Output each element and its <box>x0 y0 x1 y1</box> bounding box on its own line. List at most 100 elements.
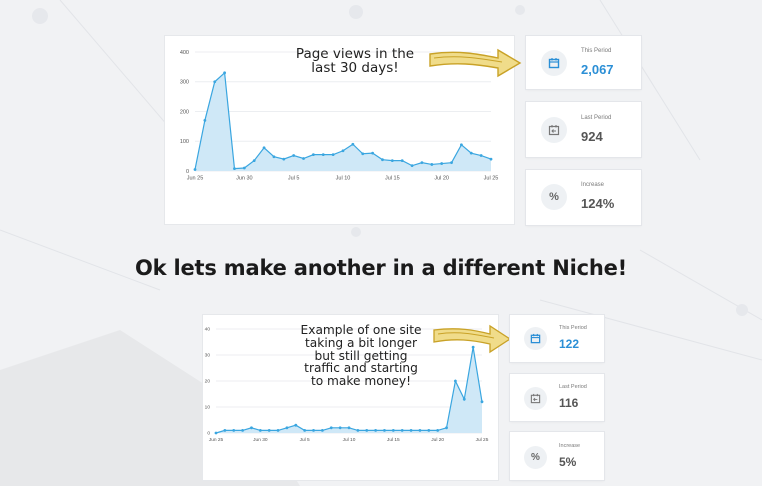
data-point <box>351 142 355 146</box>
stat-value: 924 <box>581 129 603 144</box>
x-tick-label: Jul 20 <box>431 437 444 443</box>
percent-icon: % <box>541 184 567 210</box>
data-point <box>321 153 325 157</box>
x-tick-label: Jul 20 <box>434 176 449 182</box>
data-point <box>381 158 384 162</box>
data-point <box>480 400 484 404</box>
x-tick-label: Jul 10 <box>336 176 351 182</box>
data-point <box>469 151 473 155</box>
annotation-line: to make money! <box>310 374 412 389</box>
annotation-line: but still getting <box>314 348 408 363</box>
y-tick-label: 10 <box>205 405 211 411</box>
data-point <box>262 146 266 150</box>
stat-label: Last Period <box>559 384 587 390</box>
data-point <box>436 429 440 432</box>
data-point <box>460 143 463 147</box>
data-point <box>479 154 483 157</box>
data-point <box>462 397 466 401</box>
series-area <box>195 72 491 171</box>
data-point <box>329 426 333 430</box>
data-point <box>272 155 276 159</box>
calendar-icon <box>541 50 567 76</box>
stat-value: 116 <box>559 396 579 410</box>
data-point <box>365 429 369 432</box>
annotation-line: taking a bit longer <box>305 335 417 350</box>
data-point <box>454 379 457 383</box>
data-point <box>223 429 227 432</box>
data-point <box>347 426 351 430</box>
x-tick-label: Jul 25 <box>476 437 489 443</box>
calendar-back-icon <box>524 387 547 410</box>
data-point <box>223 71 226 75</box>
stat-card-last-period: Last Period 116 <box>510 374 604 421</box>
data-point <box>427 429 431 432</box>
x-tick-label: Jun 25 <box>209 437 224 443</box>
stat-value: 2,067 <box>581 62 614 77</box>
data-point <box>400 429 404 432</box>
stat-card-last-period: Last Period 924 <box>526 102 641 157</box>
y-tick-label: 30 <box>205 353 211 359</box>
data-point <box>203 119 207 122</box>
data-point <box>341 149 345 153</box>
data-point <box>356 429 360 432</box>
data-point <box>233 167 236 171</box>
data-point <box>252 159 256 162</box>
annotation-line: Example of one site <box>300 323 422 337</box>
y-tick-label: 400 <box>180 50 189 56</box>
stat-label: This Period <box>581 48 612 54</box>
data-point <box>303 429 307 432</box>
y-tick-label: 100 <box>180 139 189 145</box>
second-site-chart-panel: 0 10 20 30 40 Jun 25 Jun 30 Jul 5 Jul 10 Jul 15 Ju… <box>203 315 498 480</box>
page-views-chart-panel: 0 100 200 300 400 Jun 25 Jun 30 Jul 5 Jul 10 Jul … <box>165 36 514 224</box>
calendar-icon <box>524 327 547 350</box>
data-point <box>383 429 386 432</box>
data-point <box>321 429 324 432</box>
data-point <box>440 162 444 165</box>
page-views-area-chart: 0 100 200 300 400 Jun 25 Jun 30 Jul 5 Jul 10 Jul … <box>180 50 499 182</box>
chart-annotation: Example of one site taking a bit longer … <box>287 324 435 388</box>
data-point <box>390 159 394 162</box>
y-tick-label: 20 <box>205 379 211 385</box>
data-point <box>489 157 493 161</box>
annotation-line: traffic and starting <box>304 361 418 376</box>
stat-card-increase: % Increase 5% <box>510 432 604 480</box>
x-tick-label: Jul 15 <box>387 437 400 443</box>
data-point <box>471 345 475 349</box>
stat-card-increase: % Increase 124% <box>526 170 641 225</box>
stat-value: 124% <box>581 196 615 211</box>
data-point <box>241 429 244 432</box>
data-point <box>242 166 246 170</box>
x-tick-label: Jul 5 <box>288 176 300 182</box>
calendar-back-icon <box>541 117 567 143</box>
data-point <box>374 429 377 432</box>
stat-card-this-period: This Period 2,067 <box>526 36 641 89</box>
data-point <box>282 157 286 161</box>
stat-value: 122 <box>559 337 580 351</box>
data-point <box>371 151 374 155</box>
stat-label: Increase <box>581 182 605 188</box>
annotation-line: Page views in the <box>295 46 415 62</box>
data-point <box>430 163 434 166</box>
stat-card-this-period: This Period 122 <box>510 315 604 362</box>
data-point <box>250 426 253 430</box>
data-point <box>302 157 305 160</box>
section-headline: Ok lets make another in a different Nich… <box>134 256 628 280</box>
data-point <box>420 161 424 165</box>
x-tick-label: Jul 10 <box>343 437 356 443</box>
data-point <box>312 153 315 157</box>
x-tick-label: Jun 30 <box>236 176 253 182</box>
data-point <box>418 429 422 432</box>
stat-value: 5% <box>559 455 577 469</box>
data-point <box>338 426 342 430</box>
stat-label: Increase <box>559 443 581 449</box>
stat-label: This Period <box>559 325 587 331</box>
data-point <box>285 426 289 430</box>
data-point <box>410 164 414 168</box>
percent-icon: % <box>524 446 547 469</box>
chart-annotation: Page views in the last 30 days! <box>283 46 427 75</box>
data-point <box>409 429 413 432</box>
data-point <box>292 154 296 157</box>
data-point <box>267 429 271 432</box>
gold-arrow-icon <box>433 324 512 354</box>
data-point <box>400 159 404 162</box>
